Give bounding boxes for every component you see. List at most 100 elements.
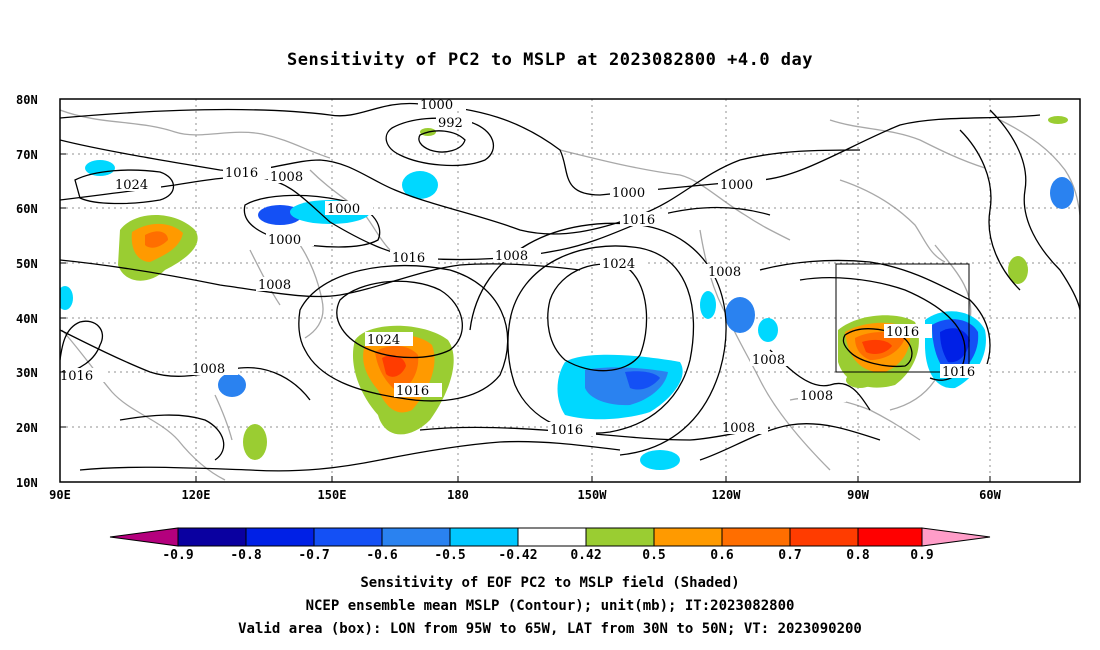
tick-marks: [60, 98, 991, 483]
colorbar-label: 0.42: [570, 548, 601, 563]
contour-label: 1008: [752, 353, 785, 368]
shade-neg-small-6: [725, 297, 755, 333]
colorbar-label: -0.5: [434, 548, 465, 563]
colorbar-labels: -0.9 -0.8 -0.7 -0.6 -0.5 -0.42 0.42 0.5 …: [162, 548, 933, 563]
colorbar-swatch: [517, 527, 587, 547]
colorbar-label: 0.6: [710, 548, 734, 563]
shade-neg-small-1: [85, 160, 115, 176]
colorbar-label: -0.6: [366, 548, 397, 563]
contour-label: 1008: [722, 421, 755, 436]
contour-labels: 1000 992 1000 1024 1016 1008 1000 1000 1…: [58, 97, 988, 438]
contour-label: 1016: [942, 365, 975, 380]
contour-label: 1016: [886, 325, 919, 340]
contour-1008-atl: [959, 129, 1021, 291]
map-border: [59, 98, 1081, 483]
contour-label: 1016: [392, 251, 425, 266]
contour-1000-atl: [989, 109, 1080, 311]
colorbar-swatch: [857, 527, 923, 547]
coastline-hudson: [839, 179, 946, 263]
lon-tick-label: 180: [447, 488, 469, 502]
shade-positive-us-red: [862, 339, 892, 354]
valid-area-box: [835, 263, 970, 373]
shade-positive-wpac-inner: [145, 231, 168, 248]
contour-label: 1016: [396, 384, 429, 399]
coastline-philippines: [214, 394, 233, 441]
coastline-arctic-islands: [829, 119, 986, 169]
shade-neg-small-11: [60, 286, 73, 310]
contour-1024-nepac: [547, 263, 648, 372]
shade-pos-small-1: [243, 424, 267, 460]
contour-1000-arctic: [60, 102, 1041, 196]
contour-1016-south: [419, 426, 771, 441]
lon-tick-label: 120E: [182, 488, 211, 502]
contour-1008-tropical-w: [60, 329, 311, 401]
caption-contour: NCEP ensemble mean MSLP (Contour); unit(…: [305, 598, 795, 614]
contour-1016-nepac: [507, 245, 695, 434]
colorbar-swatch: [245, 527, 315, 547]
colorbar-label: 0.5: [642, 548, 665, 563]
colorbar-swatch: [449, 527, 519, 547]
caption-shading: Sensitivity of EOF PC2 to MSLP field (Sh…: [360, 575, 740, 591]
caption-valid-area: Valid area (box): LON from 95W to 65W, L…: [238, 621, 862, 637]
lon-tick-label: 90W: [847, 488, 869, 502]
contour-label: 1000: [612, 186, 645, 201]
colorbar-label: -0.42: [498, 548, 537, 563]
contour-label: 1008: [495, 249, 528, 264]
colorbar-swatch: [177, 527, 247, 547]
colorbar-swatch: [721, 527, 791, 547]
contour-1008-sw: [119, 414, 225, 461]
contour-1008-south: [79, 440, 621, 472]
lat-tick-label: 60N: [16, 202, 38, 216]
contour-984-low: [418, 130, 466, 153]
contour-label: 1000: [327, 202, 360, 217]
contour-label: 1000: [268, 233, 301, 248]
colorbar-label: 0.7: [778, 548, 801, 563]
lon-tick-label: 60W: [979, 488, 1001, 502]
map-frame-bg: [60, 99, 1080, 482]
shade-pos-small-2: [1008, 256, 1028, 284]
lon-tick-label: 120W: [712, 488, 742, 502]
contour-1024-cpac: [336, 280, 463, 359]
lat-axis: 80N 70N 60N 50N 40N 30N 20N 10N: [16, 93, 38, 490]
colorbar-swatch: [313, 527, 383, 547]
lat-tick-label: 20N: [16, 421, 38, 435]
contour-label: 1016: [622, 213, 655, 228]
contour-1016-scs: [60, 320, 104, 376]
colorbar-label: -0.9: [162, 548, 193, 563]
contour-label: 1008: [192, 362, 225, 377]
colorbar-upper-triangle: [921, 527, 991, 547]
colorbar-swatch: [653, 527, 723, 547]
colorbar-swatch: [789, 527, 859, 547]
lat-tick-label: 70N: [16, 148, 38, 162]
shade-pos-small-3: [846, 372, 874, 388]
shade-neg-small-10: [1050, 177, 1074, 209]
contour-1016-cpac: [298, 264, 509, 402]
shade-neg-small-8: [758, 318, 778, 342]
lon-axis: 90E 120E 150E 180 150W 120W 90W 60W: [49, 488, 1001, 502]
contour-label: 1024: [367, 333, 400, 348]
lon-tick-label: 150W: [578, 488, 608, 502]
shade-positive-cpac-red: [382, 355, 406, 377]
lat-tick-label: 30N: [16, 366, 38, 380]
colorbar-label: 0.8: [846, 548, 870, 563]
plot-title: Sensitivity of PC2 to MSLP at 2023082800…: [286, 50, 813, 70]
lat-tick-label: 80N: [16, 93, 38, 107]
contour-1008-b: [60, 259, 581, 298]
contour-1008-us: [759, 259, 991, 371]
shade-neg-small-9: [640, 450, 680, 470]
contour-label: 1008: [800, 389, 833, 404]
coastline-greenland: [999, 119, 1080, 216]
contour-1008-epac: [699, 423, 881, 461]
lon-tick-label: 150E: [318, 488, 347, 502]
contour-label: 1008: [708, 265, 741, 280]
contour-label: 1000: [420, 98, 453, 113]
colorbar-label: -0.8: [230, 548, 261, 563]
contour-1008-a: [60, 139, 861, 235]
contour-label: 1016: [225, 166, 258, 181]
shade-pos-small-5: [1048, 116, 1068, 124]
lat-tick-label: 40N: [16, 312, 38, 326]
shade-neg-small-5: [218, 373, 246, 397]
colorbar-label: 0.9: [910, 548, 933, 563]
colorbar-lower-triangle: [109, 527, 179, 547]
lat-tick-label: 10N: [16, 476, 38, 490]
